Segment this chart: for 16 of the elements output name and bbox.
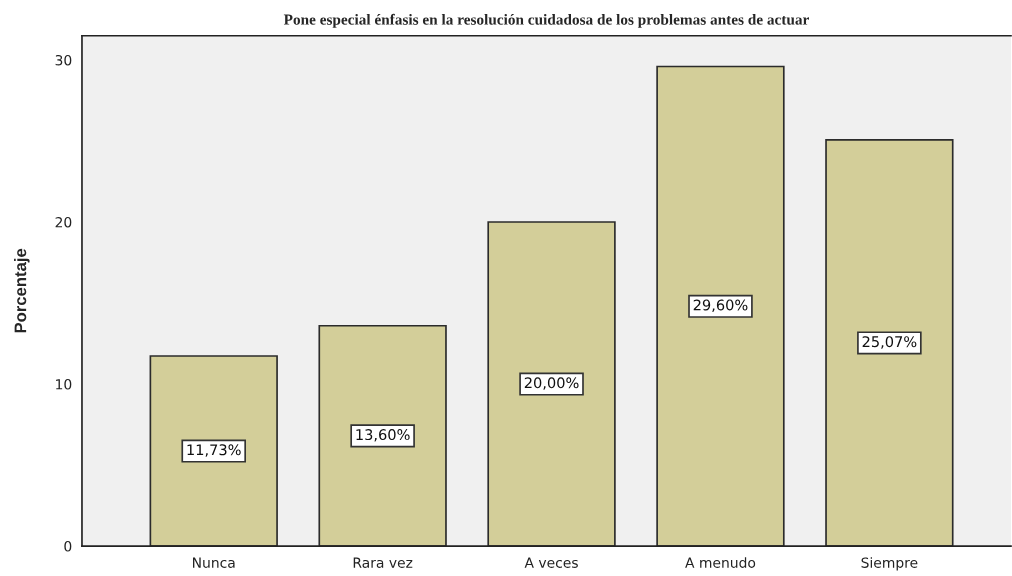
y-axis-title: Porcentaje (14, 248, 30, 333)
chart-title: Pone especial énfasis en la resolución cuidadosa de los problemas antes de actuar (283, 13, 809, 28)
x-tick-label: Nunca (193, 557, 235, 568)
x-tick-label: Siempre (861, 557, 918, 571)
data-label: 11,73% (187, 444, 241, 457)
data-label: 20,00% (524, 377, 579, 390)
data-label: 29,60% (693, 299, 748, 312)
y-tick-label: 20 (55, 216, 72, 228)
x-tick-label: A veces (524, 557, 578, 568)
x-tick-label: Rara vez (353, 557, 413, 568)
y-tick-label: 10 (56, 379, 72, 390)
y-tick-label: 0 (64, 541, 72, 552)
y-tick-label: 30 (55, 54, 72, 66)
data-label: 13,60% (356, 429, 410, 442)
data-label: 25,07% (862, 336, 917, 349)
x-tick-label: A menudo (685, 557, 756, 568)
